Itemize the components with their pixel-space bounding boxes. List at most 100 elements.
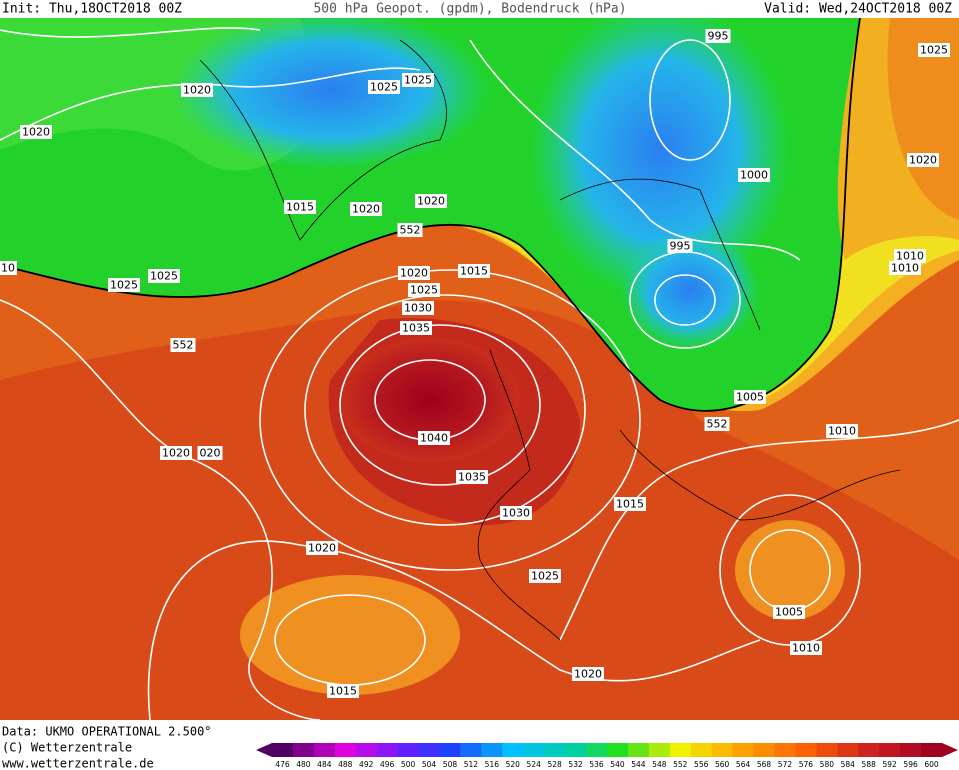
map-field (0, 18, 959, 720)
url: www.wetterzentrale.de (2, 757, 154, 770)
isobar-label: 1015 (329, 685, 357, 698)
label-box (160, 446, 192, 460)
isobar-label: 1035 (402, 322, 430, 335)
isobar-label: 1010 (828, 425, 856, 438)
colorbar-swatch (669, 743, 692, 757)
label-box (148, 269, 180, 283)
label-box (614, 497, 646, 511)
colorbar-label: 508 (443, 760, 458, 769)
colorbar-swatch (753, 743, 775, 757)
label-box (773, 605, 805, 619)
colorbar: 476 480 484 488 492 496 500 504 508 512 516 520 524 5… (256, 743, 958, 769)
isobar-label: 1025 (404, 74, 432, 87)
isobar-label: 1015 (286, 201, 314, 214)
colorbar-label: 580 (820, 760, 835, 769)
colorbar-swatch (816, 743, 838, 757)
colorbar-label: 532 (568, 760, 583, 769)
label-box (894, 249, 926, 263)
colorbar-label: 516 (485, 760, 500, 769)
colorbar-label: 556 (694, 760, 709, 769)
isobar-label: 1030 (404, 302, 432, 315)
colorbar-swatch (544, 743, 566, 757)
isobar-label: 1030 (502, 507, 530, 520)
colorbar-end (256, 743, 272, 757)
label-box (402, 301, 434, 315)
colorbar-label: 488 (338, 760, 353, 769)
isobar-label: 1025 (150, 270, 178, 283)
colorbar-swatch (313, 743, 336, 757)
label-box (705, 29, 731, 43)
isobar-label: 1040 (420, 432, 448, 445)
isobar-label: 1020 (400, 267, 428, 280)
isobar-label: 1010 (792, 642, 820, 655)
coastlines (199, 39, 901, 641)
colorbar-swatch (732, 743, 755, 757)
colorbar-label: 576 (799, 760, 814, 769)
isobar-label: 1015 (460, 265, 488, 278)
label-box (397, 223, 423, 237)
colorbar-label: 512 (464, 760, 479, 769)
colorbar-swatch (648, 743, 671, 757)
label-box (458, 264, 490, 278)
colorbar-swatch (292, 743, 315, 757)
label-box (398, 266, 430, 280)
label-box (456, 470, 488, 484)
isobar-label: 10 (1, 262, 15, 275)
colorbar-swatch (607, 743, 629, 757)
label-box (400, 321, 432, 335)
isobar-label: 1025 (370, 81, 398, 94)
label-box (197, 446, 223, 460)
colorbar-label: 552 (673, 760, 688, 769)
isobar-label: 1020 (22, 126, 50, 139)
label-box (350, 202, 382, 216)
colorbar-swatch (523, 743, 545, 757)
isobar-label: 1010 (896, 250, 924, 263)
label-box (0, 261, 17, 275)
isobar-label: 1020 (352, 203, 380, 216)
isobar-label: 020 (200, 447, 221, 460)
colorbar-label: 524 (527, 760, 542, 769)
label-box (704, 417, 730, 431)
colorbar-label: 568 (757, 760, 772, 769)
colorbar-swatch (439, 743, 461, 757)
label-box (306, 541, 338, 555)
colorbar-swatch (565, 743, 587, 757)
label-box (918, 43, 950, 57)
isobar-label: 1025 (410, 284, 438, 297)
colorbar-label: 480 (296, 760, 311, 769)
label-box (408, 283, 440, 297)
isobar-labels: 995 1025 1020 1025 1025 1020 1020 1000 1015 1020 1… (0, 29, 950, 698)
colorbar-label: 492 (359, 760, 374, 769)
label-box (572, 667, 604, 681)
label-box (181, 83, 213, 97)
colorbar-label: 496 (380, 760, 395, 769)
label-box (738, 168, 770, 182)
colorbar-label: 520 (506, 760, 521, 769)
label-box (529, 569, 561, 583)
label-box (667, 239, 693, 253)
isobar-label: 1020 (183, 84, 211, 97)
label-box (20, 125, 52, 139)
colorbar-swatch (774, 743, 796, 757)
isobar-label: 1020 (417, 195, 445, 208)
isobar-label: 1025 (110, 279, 138, 292)
colorbar-swatch (460, 743, 482, 757)
colorbar-swatch (272, 743, 294, 757)
label-box (170, 338, 196, 352)
isobar-label: 1020 (909, 154, 937, 167)
label-box (889, 261, 921, 275)
isobar-label: 1020 (162, 447, 190, 460)
colorbar-swatch (418, 743, 440, 757)
label-box (415, 194, 447, 208)
colorbar-swatch (355, 743, 378, 757)
colorbar-swatch (879, 743, 901, 757)
colorbar-swatch (900, 743, 922, 757)
label-box (734, 390, 766, 404)
isobar-label: 1010 (891, 262, 919, 275)
isobar-label: 1005 (736, 391, 764, 404)
isobar-label: 552 (400, 224, 421, 237)
isobar-label: 1005 (775, 606, 803, 619)
colorbar-swatch (795, 743, 817, 757)
isobar-label: 1015 (616, 498, 644, 511)
